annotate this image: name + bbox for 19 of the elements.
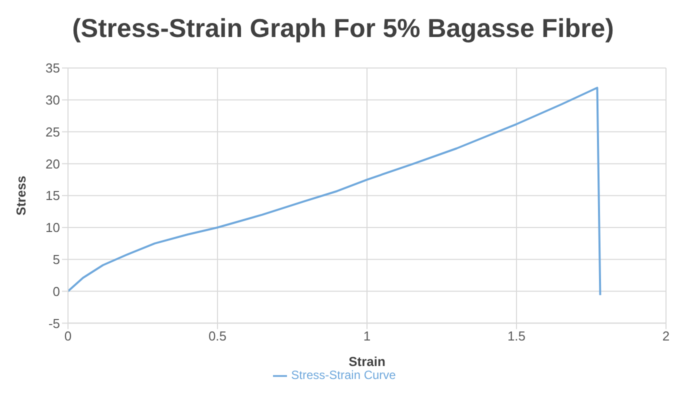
- x-tick-label: 0.5: [208, 328, 227, 344]
- y-tick-label: 0: [52, 284, 60, 299]
- y-tick-label: 30: [46, 92, 60, 108]
- x-axis-title: Strain: [348, 354, 386, 370]
- x-tick-label: 2: [662, 328, 670, 344]
- legend-label: Stress-Strain Curve: [291, 368, 396, 382]
- y-tick-label: -5: [48, 316, 60, 331]
- y-tick-label: 20: [46, 156, 60, 172]
- x-tick-label: 1.5: [507, 328, 526, 344]
- x-tick-label: 1: [363, 328, 371, 344]
- y-tick-label: 10: [46, 220, 60, 236]
- line-series: [68, 86, 602, 296]
- x-tick-label: 0: [64, 328, 72, 344]
- y-tick-label: 5: [52, 252, 60, 267]
- y-tick-label: 25: [46, 124, 60, 140]
- y-tick-label: 35: [46, 60, 60, 76]
- y-axis-title: Stress: [14, 176, 29, 216]
- chart-title: (Stress-Strain Graph For 5% Bagasse Fibre): [71, 12, 615, 45]
- y-tick-label: 15: [46, 188, 60, 204]
